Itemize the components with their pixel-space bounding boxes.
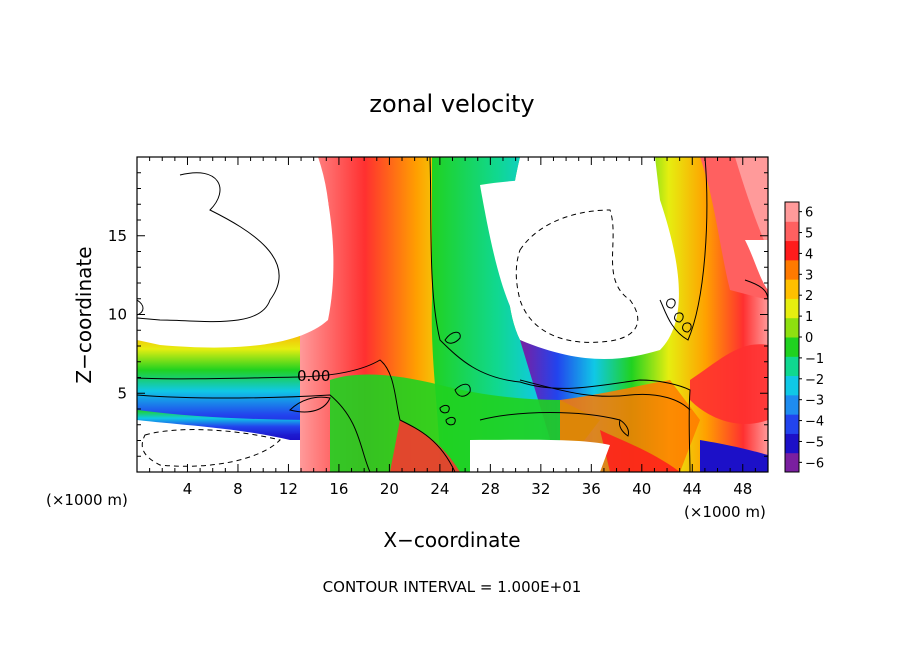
x-tick-label: 24 <box>430 480 449 498</box>
x-tick-label: 4 <box>183 480 193 498</box>
colorbar-swatch <box>785 240 799 261</box>
y-unit-label: (×1000 m) <box>46 491 128 509</box>
x-axis: 4 8 12 16 20 24 28 32 36 40 44 48 <box>149 157 756 498</box>
y-tick-label: 15 <box>108 227 127 245</box>
colorbar-tick-label: 5 <box>805 227 813 242</box>
x-tick-label: 40 <box>632 480 651 498</box>
colorbar-tick-label: −6 <box>805 456 824 471</box>
x-tick-label: 32 <box>531 480 550 498</box>
colorbar-swatch <box>785 298 799 319</box>
x-tick-label: 8 <box>233 480 243 498</box>
colorbar-swatch <box>785 317 799 338</box>
colorbar-tick-label: −5 <box>805 435 824 450</box>
colorbar-swatch <box>785 433 799 454</box>
colorbar-tick-label: 1 <box>805 310 813 325</box>
colorbar-tick-label: 4 <box>805 247 813 262</box>
contour-label: 0.00 <box>297 367 330 385</box>
x-unit-label: (×1000 m) <box>684 503 766 521</box>
x-tick-label: 48 <box>733 480 752 498</box>
colorbar-tick-label: 3 <box>805 268 813 283</box>
colorbar-swatch <box>785 221 799 242</box>
chart-title: zonal velocity <box>369 90 534 118</box>
x-tick-label: 20 <box>380 480 399 498</box>
contour-interval-note: CONTOUR INTERVAL = 1.000E+01 <box>323 578 582 596</box>
colorbar-tick-label: 0 <box>805 331 813 346</box>
colorbar-swatch <box>785 279 799 299</box>
colorbar-tick-label: −4 <box>805 415 824 430</box>
colorbar-swatch <box>785 337 799 357</box>
colorbar-tick-label: −3 <box>805 394 824 409</box>
colorbar-swatch <box>785 452 799 473</box>
y-tick-label: 5 <box>117 384 127 402</box>
x-tick-label: 28 <box>481 480 500 498</box>
y-axis: 5 10 15 <box>108 172 768 457</box>
x-tick-label: 36 <box>582 480 601 498</box>
x-tick-label: 12 <box>279 480 298 498</box>
colorbar-swatch <box>785 356 799 377</box>
colorbar-tick-label: −2 <box>805 373 824 388</box>
y-axis-title: Z−coordinate <box>72 246 96 383</box>
colorbar-swatch <box>785 375 799 396</box>
x-tick-label: 44 <box>683 480 702 498</box>
colorbar-tick-label: 6 <box>805 206 813 221</box>
x-axis-title: X−coordinate <box>383 528 520 552</box>
colorbar-tick-label: −1 <box>805 352 824 367</box>
colorbar-swatch <box>785 259 799 280</box>
plot-area <box>137 157 768 472</box>
colorbar-swatch <box>785 394 799 415</box>
colorbar: 6 5 4 3 2 1 0 −1 −2 −3 −4 −5 −6 <box>784 201 824 473</box>
y-tick-label: 10 <box>108 306 127 324</box>
x-tick-label: 16 <box>329 480 348 498</box>
colorbar-swatch <box>785 202 799 222</box>
colorbar-swatch <box>785 414 799 434</box>
colorbar-tick-label: 2 <box>805 289 813 304</box>
